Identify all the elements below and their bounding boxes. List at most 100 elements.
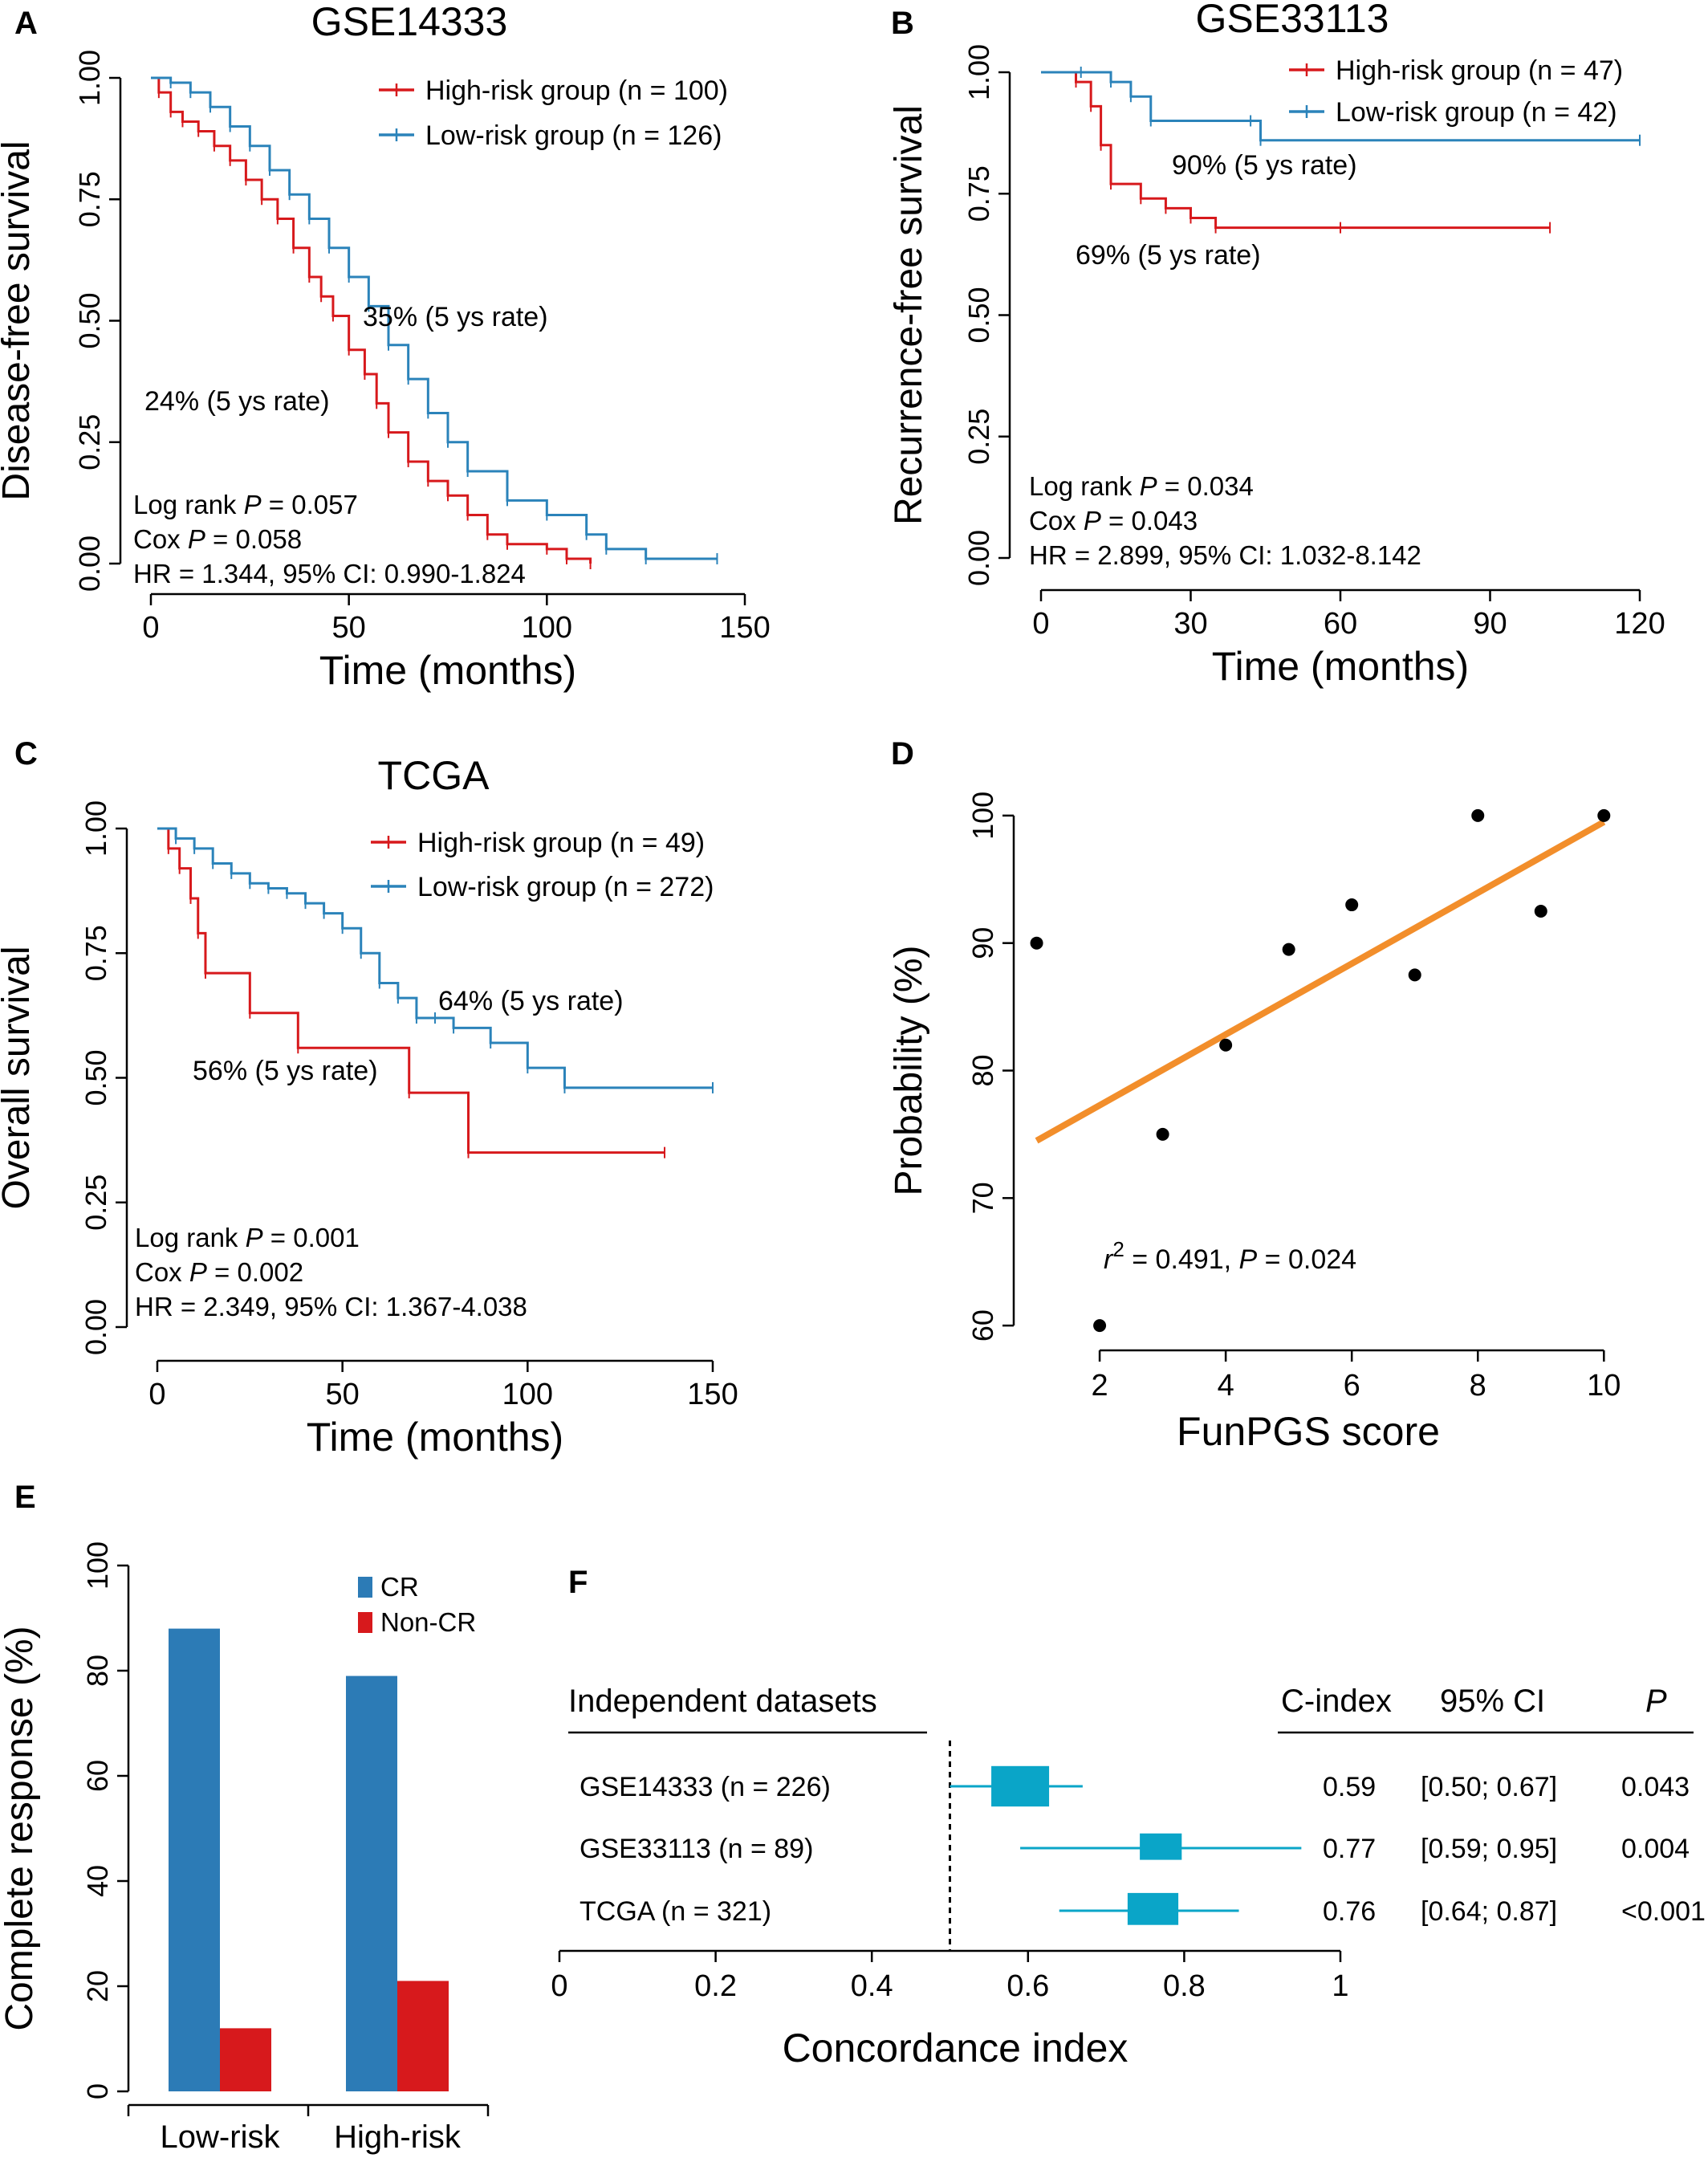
x-tick-label: 0.8 [1163, 1969, 1206, 2003]
estimate-box [991, 1765, 1050, 1807]
y-tick-label: 0.75 [962, 165, 995, 222]
y-tick-label: 0.00 [73, 535, 106, 592]
category-label: High-risk [334, 2119, 462, 2155]
stats-line-part: P [188, 524, 205, 554]
x-tick-label: 100 [502, 1378, 553, 1411]
legend-swatch [358, 1577, 372, 1598]
y-tick-label: 0.00 [79, 1299, 112, 1355]
cindex-value: 0.59 [1323, 1772, 1376, 1802]
legend-label: High-risk group (n = 47) [1336, 55, 1623, 86]
x-axis-label: FunPGS score [1177, 1409, 1440, 1454]
data-point [1597, 808, 1611, 822]
x-tick-label: 120 [1614, 607, 1665, 641]
y-tick-label: 20 [81, 1970, 114, 2002]
dataset-label: GSE33113 (n = 89) [580, 1834, 813, 1864]
y-tick-label: 0.75 [79, 925, 112, 981]
bar-cr [169, 1628, 220, 2091]
cindex-value: 0.76 [1323, 1896, 1376, 1927]
x-axis-label: Time (months) [319, 648, 576, 693]
y-tick-label: 0 [81, 2083, 114, 2099]
stats-line-part: Log rank [133, 490, 244, 519]
chart-title: GSE14333 [311, 0, 508, 44]
ci-value: [0.64; 0.87] [1421, 1896, 1557, 1927]
stats-line-part: = 0.001 [263, 1223, 360, 1252]
data-point [1534, 904, 1547, 918]
stats-line-part: = 0.058 [205, 524, 302, 554]
y-tick-label: 0.25 [73, 414, 106, 470]
x-tick-label: 6 [1344, 1369, 1360, 1403]
stats-line-part: Cox [135, 1257, 189, 1287]
y-tick-label: 0.25 [79, 1175, 112, 1231]
x-tick-label: 0.6 [1007, 1969, 1049, 2003]
high-risk-curve [1041, 71, 1551, 230]
correlation-annotation-part: = 0.024 [1257, 1244, 1356, 1275]
rate-annotation: 90% (5 ys rate) [1172, 150, 1357, 181]
y-tick-label: 40 [81, 1865, 114, 1897]
header-ci: 95% CI [1440, 1684, 1545, 1719]
stats-line-part: = 0.043 [1101, 506, 1198, 535]
rate-annotation: 64% (5 ys rate) [438, 986, 624, 1016]
p-value: 0.043 [1621, 1772, 1690, 1802]
y-tick-label: 0.75 [73, 171, 106, 227]
panel-letter-d: D [891, 736, 914, 772]
stats-line: Log rank P = 0.034 [1029, 471, 1254, 501]
bar-non-cr [220, 2028, 271, 2091]
ci-value: [0.59; 0.95] [1421, 1834, 1557, 1864]
estimate-box [1140, 1833, 1182, 1860]
stats-line-part: P [1140, 471, 1157, 501]
p-value: <0.001 [1621, 1896, 1706, 1927]
rate-annotation: 35% (5 ys rate) [363, 302, 548, 332]
category-label: Low-risk [161, 2119, 281, 2155]
estimate-box [1127, 1892, 1179, 1925]
data-point [1219, 1038, 1233, 1052]
stats-line: Cox P = 0.043 [1029, 506, 1198, 535]
y-axis-label: Complete response (%) [0, 1626, 41, 2030]
data-point [1471, 808, 1485, 822]
stats-line: Cox P = 0.058 [133, 524, 302, 554]
data-point [1282, 943, 1295, 956]
x-tick-label: 90 [1473, 607, 1507, 641]
y-axis-label: Overall survival [0, 946, 38, 1209]
stats-line-part: = 0.002 [207, 1257, 303, 1287]
x-tick-label: 50 [332, 611, 366, 645]
rate-annotation: 24% (5 ys rate) [144, 386, 330, 417]
stats-line: Cox P = 0.002 [135, 1257, 303, 1287]
y-tick-label: 80 [81, 1655, 114, 1687]
y-tick-label: 100 [81, 1541, 114, 1590]
y-axis-label: Disease-free survival [0, 140, 38, 500]
x-tick-label: 0.2 [694, 1969, 737, 2003]
stats-line: HR = 2.349, 95% CI: 1.367-4.038 [135, 1292, 527, 1321]
legend-label: Low-risk group (n = 126) [425, 120, 722, 151]
low-risk-curve [1041, 71, 1640, 142]
legend-label: Non-CR [380, 1607, 476, 1637]
y-tick-label: 90 [966, 927, 999, 959]
panel-letter-a: A [14, 6, 38, 41]
stats-line-part: Cox [1029, 506, 1084, 535]
stats-line: HR = 1.344, 95% CI: 0.990-1.824 [133, 559, 526, 588]
legend-label: Low-risk group (n = 42) [1336, 97, 1617, 128]
data-point [1408, 968, 1421, 982]
panel-letter-f: F [568, 1565, 588, 1600]
x-tick-label: 150 [687, 1378, 738, 1411]
header-datasets: Independent datasets [568, 1684, 877, 1719]
legend-label: CR [380, 1572, 419, 1602]
x-tick-label: 50 [326, 1378, 360, 1411]
data-point [1156, 1127, 1169, 1141]
x-tick-label: 60 [1324, 607, 1357, 641]
header-cindex: C-index [1281, 1684, 1392, 1719]
cindex-value: 0.77 [1323, 1834, 1376, 1864]
header-p: P [1645, 1684, 1667, 1719]
x-tick-label: 100 [522, 611, 572, 645]
correlation-annotation-part: = 0.491, [1124, 1244, 1239, 1275]
chart-title: TCGA [378, 753, 490, 798]
x-tick-label: 4 [1218, 1369, 1234, 1403]
data-point [1345, 898, 1359, 912]
y-tick-label: 60 [966, 1309, 999, 1342]
x-tick-label: 150 [719, 611, 770, 645]
y-tick-label: 1.00 [73, 50, 106, 106]
y-tick-label: 70 [966, 1182, 999, 1214]
correlation-annotation-part: 2 [1112, 1237, 1124, 1261]
y-tick-label: 60 [81, 1760, 114, 1792]
y-tick-label: 0.50 [73, 292, 106, 348]
